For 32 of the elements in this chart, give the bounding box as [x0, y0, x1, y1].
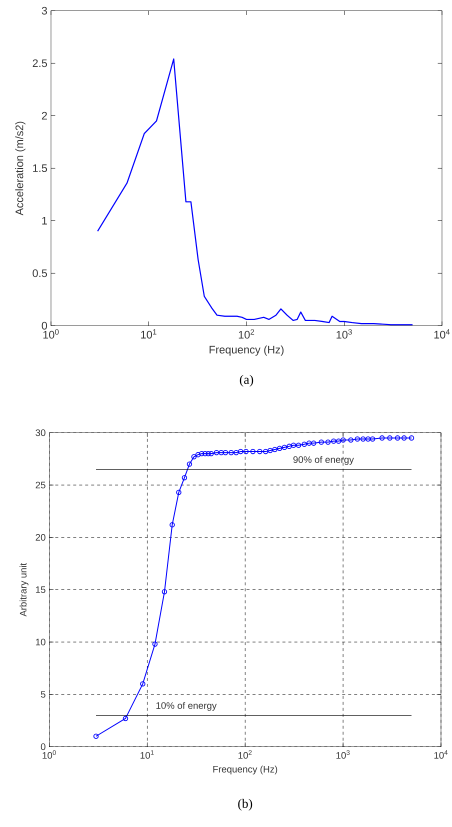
x-axis-title: Frequency (Hz): [213, 766, 278, 774]
x-tick-label: 10$^{4}$: [434, 329, 450, 339]
annotation: 10% of energy: [156, 702, 217, 711]
y-tick-label: 3: [42, 6, 47, 15]
y-tick-label: 0.5: [32, 269, 48, 278]
x-tick-label: 10$^{2}$: [238, 750, 252, 759]
x-tick-label: 10$^{0}$: [43, 329, 59, 339]
x-tick-label: 10$^{0}$: [42, 750, 56, 759]
y-tick-label: 25: [36, 482, 46, 488]
y-tick-label: 10: [36, 638, 46, 646]
y-tick-label: 1.5: [33, 164, 48, 172]
y-axis-title: Arbitrary unit: [20, 562, 28, 617]
y-tick-label: 2.5: [32, 59, 48, 68]
y-tick-label: 30: [36, 429, 46, 436]
y-tick-label: 2: [42, 112, 47, 120]
x-tick-label: 10$^{3}$: [336, 329, 352, 339]
x-tick-label: 10$^{1}$: [141, 329, 156, 339]
y-tick-label: 15: [36, 586, 46, 594]
y-tick-label: 0: [42, 322, 48, 330]
x-tick-label: 10$^{1}$: [140, 750, 154, 759]
y-tick-label: 0: [40, 743, 46, 750]
y-tick-label: 1: [42, 216, 47, 224]
y-axis-title: Acceleration (m/s2): [15, 122, 26, 216]
y-tick-label: 5: [40, 691, 46, 698]
x-tick-label: 10$^{2}$: [238, 329, 254, 339]
text: (a): [240, 374, 254, 387]
text: (b): [238, 798, 252, 811]
annotation: 90% of energy: [293, 456, 354, 465]
y-tick-label: 20: [36, 534, 46, 541]
x-tick-label: 10$^{4}$: [434, 750, 448, 759]
x-axis-title: Frequency (Hz): [210, 345, 284, 356]
x-tick-label: 10$^{3}$: [336, 750, 350, 759]
